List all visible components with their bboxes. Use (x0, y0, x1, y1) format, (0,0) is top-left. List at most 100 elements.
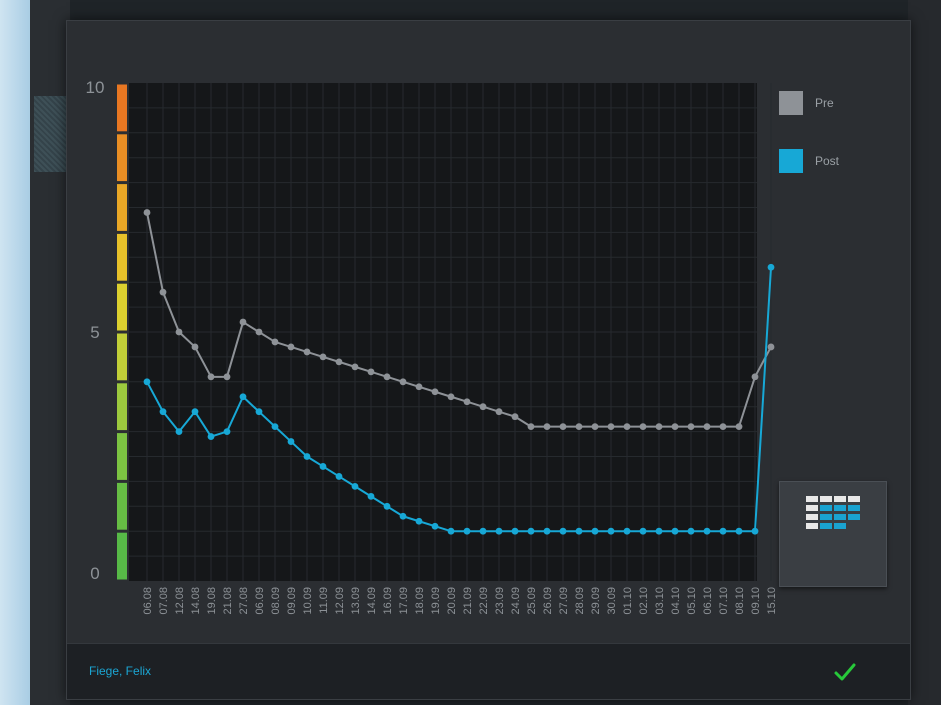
scale-segment (117, 134, 127, 182)
data-point-pre (415, 383, 423, 391)
data-point-post (511, 527, 519, 535)
x-tick-label: 17.09 (398, 587, 410, 615)
data-point-post (543, 527, 551, 535)
x-tick-label: 30.09 (606, 587, 618, 615)
x-tick-label: 08.09 (270, 587, 282, 615)
background-selected-item (34, 96, 70, 172)
x-tick-label: 08.10 (734, 587, 746, 615)
x-tick-label: 02.10 (638, 587, 650, 615)
data-point-post (239, 393, 247, 401)
data-point-post (671, 527, 679, 535)
y-tick-label: 10 (86, 78, 105, 97)
scale-segment (117, 184, 127, 231)
data-point-post (447, 527, 455, 535)
scale-segment (117, 433, 127, 480)
data-point-pre (495, 408, 503, 416)
data-point-pre (207, 373, 215, 381)
chart-dialog: 0 5 10 06.08 07.08 12.08 14.08 19.08 21.08 27.08… (66, 20, 911, 700)
x-tick-label: 29.09 (590, 587, 602, 615)
x-tick-label: 10.09 (302, 587, 314, 615)
x-tick-label: 23.09 (494, 587, 506, 615)
x-tick-label: 20.09 (446, 587, 458, 615)
data-point-post (575, 527, 583, 535)
data-point-pre (719, 423, 727, 431)
data-point-pre (351, 363, 359, 371)
x-tick-label: 18.09 (414, 587, 426, 615)
data-point-pre (143, 209, 151, 216)
scale-segment (117, 482, 127, 530)
scale-segment (117, 84, 127, 132)
x-tick-label: 28.09 (574, 587, 586, 615)
x-tick-label: 27.09 (558, 587, 570, 615)
data-point-pre (431, 388, 439, 396)
confirm-button[interactable] (827, 656, 863, 688)
x-tick-label: 01.10 (622, 587, 634, 615)
x-tick-label: 24.09 (510, 587, 522, 615)
data-point-post (607, 527, 615, 535)
x-tick-label: 11.09 (318, 587, 330, 614)
data-point-post (767, 263, 775, 271)
background-side-panel-right (908, 0, 941, 705)
data-point-post (223, 428, 231, 435)
x-tick-label: 04.10 (670, 587, 682, 615)
data-point-post (639, 527, 647, 535)
data-point-pre (607, 423, 615, 431)
data-point-post (703, 527, 711, 535)
line-chart: 0 5 10 06.08 07.08 12.08 14.08 19.08 21.08 27.08… (86, 78, 778, 615)
legend-swatch (779, 91, 803, 115)
scale-segment (117, 233, 127, 281)
data-point-pre (223, 373, 231, 381)
data-point-post (175, 428, 183, 435)
x-tick-label: 06.09 (254, 587, 266, 615)
y-tick-label: 5 (90, 323, 99, 342)
x-tick-label: 19.09 (430, 587, 442, 615)
data-point-post (191, 408, 199, 416)
patient-name: Fiege, Felix (89, 664, 152, 678)
data-point-pre (511, 413, 519, 421)
data-point-pre (399, 378, 407, 386)
series-line-pre (146, 212, 772, 428)
series-line-post (146, 267, 772, 533)
data-point-post (463, 527, 471, 535)
checkmark-icon (834, 663, 856, 681)
data-point-post (319, 463, 327, 470)
x-tick-label: 25.09 (526, 587, 538, 615)
data-point-pre (463, 398, 471, 406)
data-point-post (751, 527, 759, 535)
x-tick-label: 13.09 (350, 587, 362, 615)
x-tick-label: 15.10 (766, 587, 778, 615)
data-point-post (303, 453, 311, 460)
data-point-post (431, 522, 439, 530)
table-view-button[interactable] (779, 481, 887, 587)
legend-swatch (779, 149, 803, 173)
scale-segment (117, 283, 127, 331)
scale-segment (117, 532, 127, 580)
data-point-post (591, 527, 599, 535)
data-point-pre (639, 423, 647, 431)
data-point-pre (767, 343, 775, 351)
data-point-pre (159, 288, 167, 296)
data-point-pre (287, 343, 295, 351)
chart-series (143, 209, 775, 535)
x-tick-label: 16.09 (382, 587, 394, 615)
data-point-post (559, 527, 567, 535)
data-point-pre (575, 423, 583, 431)
data-point-pre (319, 353, 327, 361)
x-axis: 06.08 07.08 12.08 14.08 19.08 21.08 27.08 06.09… (142, 587, 778, 615)
x-tick-label: 12.08 (174, 587, 186, 615)
data-point-pre (175, 328, 183, 336)
data-point-pre (559, 423, 567, 431)
data-point-post (351, 482, 359, 490)
data-point-pre (383, 373, 391, 381)
data-point-post (623, 527, 631, 535)
data-point-pre (751, 373, 759, 381)
data-point-pre (623, 423, 631, 431)
y-axis: 0 5 10 (86, 78, 105, 583)
scale-segment (117, 333, 127, 381)
x-tick-label: 12.09 (334, 587, 346, 615)
y-tick-label: 0 (90, 564, 99, 583)
data-point-pre (671, 423, 679, 431)
data-point-pre (367, 368, 375, 376)
data-point-post (287, 438, 295, 445)
data-point-pre (703, 423, 711, 431)
